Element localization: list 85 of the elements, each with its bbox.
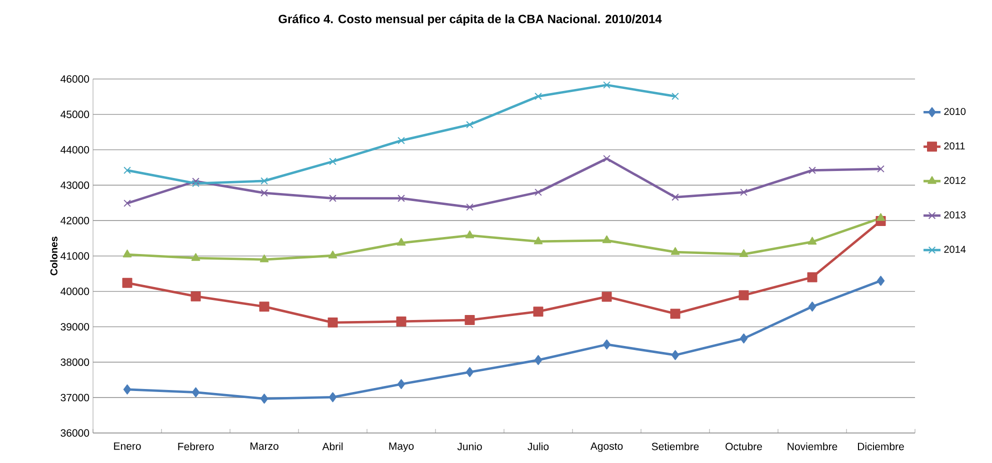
point	[807, 272, 818, 282]
x-tick-label: Julio	[528, 442, 549, 450]
point	[808, 302, 816, 312]
x-tick-label: Marzo	[250, 442, 278, 450]
point	[602, 292, 612, 302]
point	[534, 355, 542, 366]
point	[397, 379, 406, 390]
point	[533, 306, 544, 317]
y-tick-label: 38000	[60, 358, 90, 366]
point	[122, 250, 132, 258]
x-tick-label: Enero	[114, 442, 141, 450]
point	[192, 178, 200, 185]
point	[876, 213, 886, 221]
y-tick-label: 37000	[60, 394, 90, 402]
y-axis-title: Colones	[50, 236, 58, 276]
point	[260, 189, 268, 197]
point	[464, 315, 475, 326]
point	[534, 236, 543, 244]
point	[603, 81, 610, 89]
y-tick-label: 43000	[60, 181, 90, 189]
y-tick-label: 40000	[60, 288, 90, 296]
chart-title: Gráfico 4. Costo mensual per cápita de la CBA Nacional. 2010/2014	[278, 14, 662, 26]
legend-label: 2013	[944, 211, 966, 218]
point	[740, 333, 748, 344]
point	[466, 203, 474, 211]
point	[191, 253, 200, 261]
point	[192, 180, 200, 188]
x-tick-label: Junio	[457, 442, 482, 450]
point	[328, 318, 338, 328]
point	[466, 367, 474, 378]
y-tick-label: 44000	[60, 146, 90, 154]
point	[465, 230, 474, 238]
point	[398, 136, 405, 144]
x-tick-label: Agosto	[590, 442, 623, 452]
point	[328, 392, 337, 402]
point	[739, 249, 748, 257]
x-tick-label: Diciembre	[858, 442, 904, 450]
y-tick-label: 45000	[60, 110, 90, 118]
point	[396, 238, 406, 246]
point	[329, 158, 336, 166]
x-tick-label: Febrero	[178, 442, 214, 450]
point	[328, 250, 338, 258]
point	[671, 350, 680, 360]
point	[260, 394, 268, 404]
point	[808, 236, 817, 245]
x-tick-label: Octubre	[726, 442, 762, 450]
legend-label: 2014	[944, 246, 966, 253]
point	[808, 166, 816, 174]
y-tick-label: 46000	[60, 75, 90, 83]
point	[672, 194, 679, 201]
y-tick-label: 41000	[60, 252, 90, 260]
point	[876, 276, 885, 286]
point	[877, 165, 884, 173]
point	[534, 92, 542, 100]
point	[124, 166, 131, 174]
point	[534, 188, 542, 196]
x-tick-label: Abril	[322, 442, 343, 450]
point	[123, 384, 132, 394]
point	[260, 177, 268, 185]
point	[738, 290, 749, 300]
point	[670, 247, 680, 255]
point	[122, 278, 132, 288]
x-tick-label: Setiembre	[652, 442, 699, 450]
point	[602, 235, 612, 244]
y-tick-label: 36000	[60, 429, 90, 437]
point	[602, 339, 611, 350]
legend-label: 2011	[944, 142, 965, 150]
x-tick-label: Noviembre	[788, 442, 838, 450]
x-tick-label: Mayo	[389, 442, 414, 452]
point	[124, 200, 131, 207]
point	[466, 120, 474, 128]
point	[398, 194, 405, 202]
point	[259, 302, 270, 312]
point	[329, 194, 336, 202]
point	[396, 316, 406, 326]
point	[670, 308, 680, 319]
point	[740, 188, 748, 196]
legend-label: 2010	[944, 108, 966, 116]
y-tick-label: 39000	[60, 323, 90, 331]
point	[192, 387, 200, 398]
y-tick-label: 42000	[60, 216, 90, 224]
point	[672, 92, 679, 100]
point	[260, 254, 269, 262]
point	[190, 291, 201, 302]
legend-label: 2012	[944, 176, 966, 184]
